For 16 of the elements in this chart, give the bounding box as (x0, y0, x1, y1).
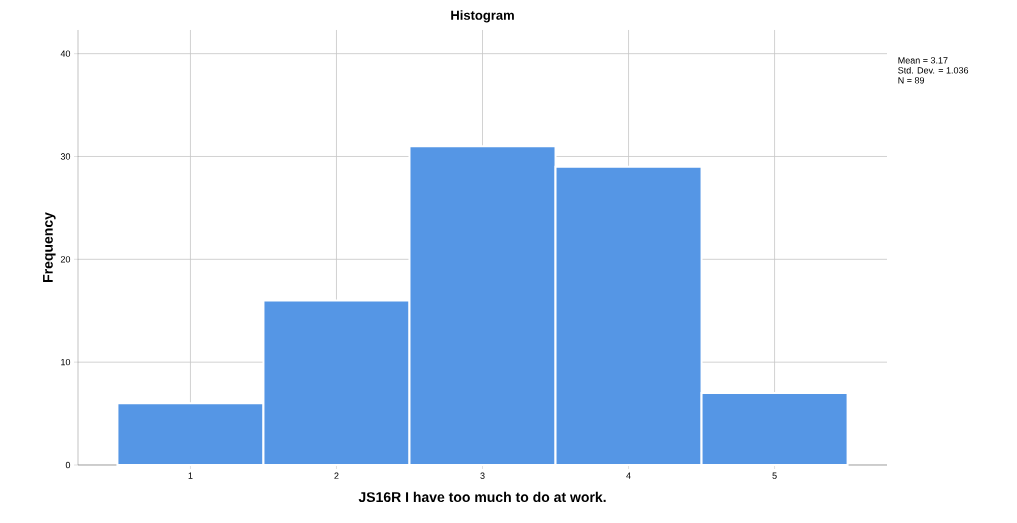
text: Mean = 3.17 (898, 57, 948, 64)
text: N = 89 (898, 77, 925, 84)
y-axis-title: Frequency (43, 212, 56, 282)
x-tick-label: 4 (626, 472, 631, 479)
y-tick-label: 30 (60, 153, 71, 160)
text: Std. Dev. = 1.036 (898, 66, 969, 74)
x-tick-label: 3 (480, 472, 485, 479)
x-tick-label: 1 (188, 472, 193, 479)
x-axis-title: JS16R I have too much to do at work. (358, 491, 606, 503)
y-tick-label: 20 (60, 256, 71, 263)
chart-title: Histogram (451, 10, 514, 23)
x-tick-label: 5 (772, 472, 777, 479)
y-tick-label: 0 (65, 461, 71, 469)
x-tick-label: 2 (334, 472, 339, 479)
y-tick-label: 40 (60, 50, 71, 57)
y-tick-label: 10 (61, 358, 71, 366)
